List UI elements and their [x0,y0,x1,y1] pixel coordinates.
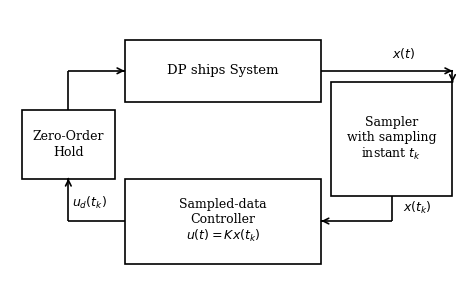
Text: $x(t_k)$: $x(t_k)$ [403,200,432,216]
Text: $u_d(t_k)$: $u_d(t_k)$ [72,195,107,211]
Text: Zero-Order
Hold: Zero-Order Hold [33,131,104,158]
FancyBboxPatch shape [21,110,115,179]
FancyBboxPatch shape [125,179,321,264]
Text: $x(t)$: $x(t)$ [392,46,415,61]
FancyBboxPatch shape [125,40,321,102]
Text: Sampler
with sampling
instant $t_k$: Sampler with sampling instant $t_k$ [347,116,437,162]
Text: Sampled-data
Controller
$u(t)=Kx(t_k)$: Sampled-data Controller $u(t)=Kx(t_k)$ [179,198,267,244]
FancyBboxPatch shape [331,82,453,196]
Text: DP ships System: DP ships System [167,64,279,77]
